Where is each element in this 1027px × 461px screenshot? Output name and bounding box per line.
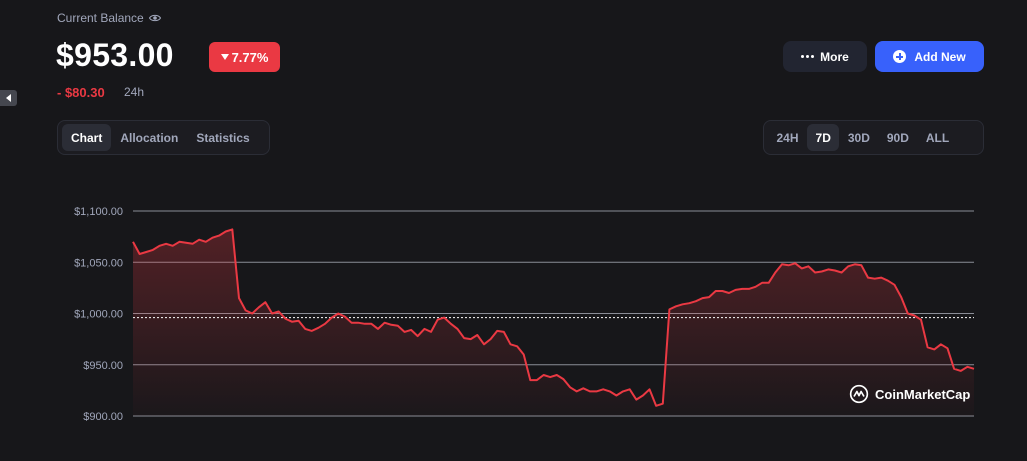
y-tick-label-4: $900.00: [83, 411, 123, 423]
y-tick-label-0: $1,100.00: [74, 206, 123, 218]
watermark-text: CoinMarketCap: [875, 386, 971, 402]
percent-change-badge: 7.77%: [209, 42, 280, 72]
plus-circle-icon: [893, 50, 907, 63]
view-tabs: Chart Allocation Statistics: [57, 120, 270, 155]
coinmarketcap-watermark: CoinMarketCap: [849, 384, 970, 404]
percent-change-value: 7.77%: [231, 49, 269, 65]
range-90d[interactable]: 90D: [886, 130, 909, 145]
current-balance: $953.00: [56, 37, 174, 73]
balance-delta: - $80.30: [57, 85, 105, 100]
time-range-tabs: 24H 7D 30D 90D ALL: [763, 120, 984, 155]
y-tick-label-2: $1,000.00: [74, 309, 123, 321]
y-tick-label-3: $950.00: [83, 360, 123, 372]
balance-label: Current Balance: [57, 11, 161, 25]
more-button[interactable]: More: [783, 41, 867, 72]
tab-allocation[interactable]: Allocation: [120, 130, 179, 145]
chart-area-fill: [133, 229, 974, 416]
series-line: [132, 228, 975, 407]
collapse-sidebar-toggle[interactable]: [0, 90, 17, 106]
chevron-left-icon: [6, 94, 11, 102]
coinmarketcap-logo-icon: [849, 384, 869, 404]
more-dots-icon: [801, 55, 815, 58]
caret-down-icon: [220, 54, 229, 60]
delta-period: 24h: [124, 85, 145, 99]
y-axis-ticks: $1,100.00 $1,050.00 $1,000.00 $950.00 $900.0…: [74, 206, 123, 423]
more-button-label: More: [820, 49, 849, 64]
tab-chart[interactable]: Chart: [62, 124, 112, 151]
range-30d[interactable]: 30D: [847, 130, 870, 145]
eye-icon[interactable]: [148, 12, 161, 24]
range-7d[interactable]: 7D: [807, 124, 840, 151]
add-new-button[interactable]: Add New: [875, 41, 984, 72]
balance-chart: $1,100.00 $1,050.00 $1,000.00 $950.00 $900.0…: [74, 206, 975, 423]
y-tick-label-1: $1,050.00: [74, 257, 123, 269]
range-24h[interactable]: 24H: [776, 130, 799, 145]
tab-statistics[interactable]: Statistics: [196, 130, 250, 145]
range-all[interactable]: ALL: [925, 130, 950, 145]
add-new-button-label: Add New: [914, 49, 966, 64]
balance-label-text: Current Balance: [57, 11, 144, 25]
